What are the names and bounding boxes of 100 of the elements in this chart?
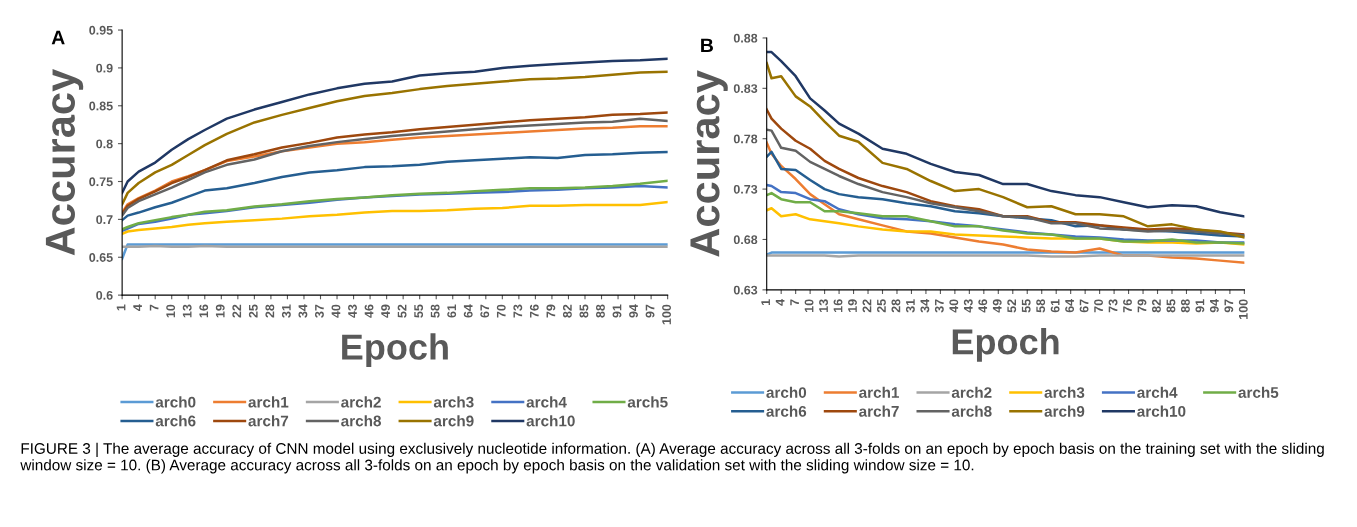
x-tick-label: 31 xyxy=(905,299,915,313)
chart-title: A xyxy=(51,30,65,45)
x-tick-label: 4 xyxy=(133,304,142,311)
x-tick-label: 100 xyxy=(1238,299,1248,319)
x-tick-label: 25 xyxy=(248,304,258,318)
x-tick-label: 88 xyxy=(596,304,605,318)
x-tick-label: 67 xyxy=(1079,299,1089,313)
x-tick-label: 37 xyxy=(934,299,944,313)
x-tick-label: 34 xyxy=(298,304,308,318)
x-tick-label: 13 xyxy=(182,304,192,318)
x-tick-label: 76 xyxy=(1123,299,1132,313)
y-tick-label: 0.75 xyxy=(89,177,113,187)
x-tick-label: 94 xyxy=(629,304,638,318)
x-tick-label: 88 xyxy=(1180,299,1190,313)
x-tick-label: 82 xyxy=(562,304,572,318)
x-tick-label: 79 xyxy=(1137,299,1147,313)
legend-label: arch4 xyxy=(1137,386,1178,398)
x-axis-title: Epoch xyxy=(952,328,1059,362)
x-tick-label: 61 xyxy=(447,304,457,318)
legend-label: arch10 xyxy=(526,415,575,427)
x-tick-label: 46 xyxy=(364,304,374,318)
x-axis-title: Epoch xyxy=(342,333,448,367)
x-tick-label: 22 xyxy=(232,304,242,318)
y-tick-label: 0.78 xyxy=(733,134,758,144)
y-axis-title: Accuracy xyxy=(45,68,84,256)
y-tick-label: 0.9 xyxy=(96,63,113,73)
legend-label: arch4 xyxy=(526,396,567,408)
y-tick-label: 0.73 xyxy=(733,184,758,194)
x-tick-label: 7 xyxy=(790,299,799,306)
x-tick-label: 73 xyxy=(513,304,523,318)
x-tick-label: 58 xyxy=(430,304,440,318)
x-tick-label: 49 xyxy=(992,299,1002,313)
x-tick-label: 4 xyxy=(775,298,785,306)
chart-title: B xyxy=(701,38,713,53)
legend-label: arch9 xyxy=(433,415,474,427)
x-tick-label: 52 xyxy=(1007,299,1017,313)
x-tick-label: 43 xyxy=(348,304,357,318)
y-tick-label: 0.85 xyxy=(89,101,113,111)
x-tick-label: 34 xyxy=(920,298,930,313)
x-tick-label: 76 xyxy=(529,304,539,318)
x-tick-label: 64 xyxy=(463,304,473,318)
legend-label: arch6 xyxy=(155,415,196,427)
legend-label: arch6 xyxy=(766,405,807,417)
x-tick-label: 1 xyxy=(116,304,126,311)
legend-label: arch0 xyxy=(766,386,807,398)
x-tick-label: 85 xyxy=(1166,299,1176,313)
x-tick-label: 1 xyxy=(761,299,770,306)
legend-label: arch0 xyxy=(155,396,196,408)
x-tick-label: 79 xyxy=(546,304,556,318)
legend-label: arch1 xyxy=(248,396,289,408)
x-tick-label: 31 xyxy=(281,304,291,318)
x-tick-label: 25 xyxy=(877,299,886,313)
legend-label: arch10 xyxy=(1137,405,1186,417)
y-tick-label: 0.95 xyxy=(89,25,113,35)
legend-label: arch7 xyxy=(248,415,289,427)
legend-label: arch3 xyxy=(1044,386,1085,398)
x-tick-label: 64 xyxy=(1065,298,1075,313)
x-tick-label: 19 xyxy=(848,299,857,312)
x-tick-label: 100 xyxy=(662,304,671,325)
x-tick-label: 91 xyxy=(612,304,622,318)
legend-label: arch5 xyxy=(627,396,668,408)
x-tick-label: 94 xyxy=(1209,298,1219,313)
x-tick-label: 70 xyxy=(1094,299,1103,313)
legend-label: arch8 xyxy=(341,415,382,427)
x-tick-label: 28 xyxy=(891,299,901,313)
x-tick-label: 49 xyxy=(381,304,390,318)
legend-label: arch3 xyxy=(433,396,474,408)
x-tick-label: 82 xyxy=(1152,299,1161,313)
x-tick-label: 10 xyxy=(166,304,176,318)
caption: FIGURE 3 | The average accuracy of CNN model using exclusively nucleotide information. (A) Average accuracy across all 3-folds on an epoch by epoch basis on the training set with the sliding window size = 10. (B) Average accuracy across all 3-folds on an epoch by epoch basis on the validation set with the sliding window size = 10. xyxy=(20,442,1324,474)
legend-label: arch1 xyxy=(859,386,899,398)
x-tick-label: 46 xyxy=(978,299,988,313)
legend-label: arch7 xyxy=(859,405,899,417)
y-tick-label: 0.68 xyxy=(733,235,758,245)
y-tick-label: 0.63 xyxy=(733,285,758,295)
x-tick-label: 22 xyxy=(862,299,872,313)
x-tick-label: 28 xyxy=(265,304,275,318)
y-tick-label: 0.8 xyxy=(96,139,113,149)
x-tick-label: 85 xyxy=(579,304,589,318)
x-tick-label: 16 xyxy=(199,304,209,318)
y-tick-label: 0.83 xyxy=(733,84,758,93)
x-tick-label: 58 xyxy=(1036,299,1046,313)
x-tick-label: 97 xyxy=(1224,299,1234,313)
x-tick-label: 61 xyxy=(1050,299,1060,313)
x-tick-label: 70 xyxy=(496,304,506,318)
legend-label: arch9 xyxy=(1044,405,1085,417)
x-tick-label: 7 xyxy=(149,304,159,311)
x-tick-label: 55 xyxy=(414,304,424,318)
x-tick-label: 91 xyxy=(1195,299,1205,313)
x-tick-label: 40 xyxy=(331,304,341,318)
x-tick-label: 97 xyxy=(645,304,655,318)
x-tick-label: 55 xyxy=(1021,299,1031,313)
y-tick-label: 0.6 xyxy=(96,290,113,300)
y-tick-label: 0.88 xyxy=(733,33,758,43)
x-tick-label: 37 xyxy=(315,304,324,318)
x-tick-label: 73 xyxy=(1108,299,1118,313)
y-tick-label: 0.7 xyxy=(96,215,113,225)
x-tick-label: 10 xyxy=(804,299,814,312)
legend-label: arch8 xyxy=(951,405,992,417)
x-tick-label: 43 xyxy=(963,299,973,313)
